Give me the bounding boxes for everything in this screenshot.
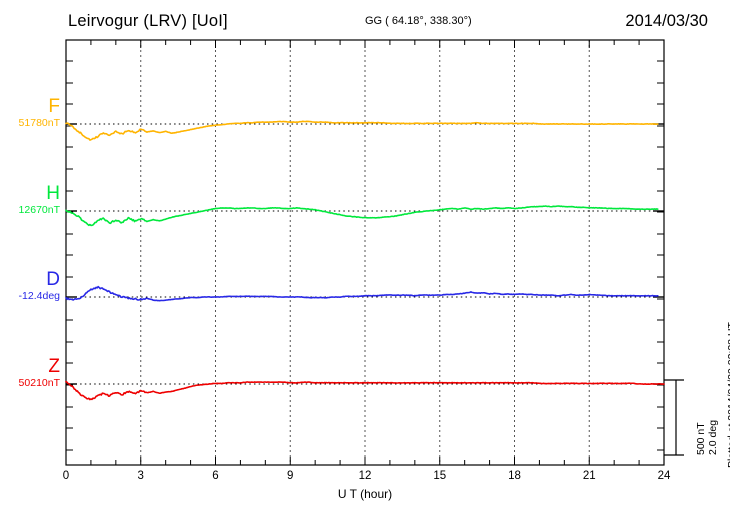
component-symbol: H — [46, 183, 60, 204]
component-symbol: D — [46, 269, 60, 290]
geographic-coordinates: GG ( 64.18°, 338.30°) — [365, 15, 472, 27]
observation-date: 2014/03/30 — [625, 12, 708, 30]
x-tick-0: 0 — [62, 470, 70, 482]
component-baseline-value: -12.4deg — [18, 290, 60, 302]
x-tick-24: 24 — [657, 470, 671, 482]
scale-bar-nt-label: 500 nT — [695, 422, 707, 455]
component-symbol: Z — [48, 356, 60, 377]
component-baseline-value: 50210nT — [18, 377, 60, 389]
trace-h — [65, 205, 659, 227]
scale-bar-deg-label: 2.0 deg — [707, 419, 719, 455]
x-tick-18: 18 — [508, 470, 521, 482]
component-baseline-value: 12670nT — [18, 204, 60, 216]
x-tick-21: 21 — [582, 470, 596, 482]
trace-f — [65, 120, 659, 141]
component-label-z: Z 50210nT — [19, 357, 60, 389]
x-tick-6: 6 — [212, 470, 219, 482]
component-symbol: F — [48, 96, 60, 117]
component-label-h: H 12670nT — [19, 184, 60, 216]
x-tick-12: 12 — [358, 470, 372, 482]
scale-bar — [664, 379, 684, 456]
component-label-d: D -12.4deg — [19, 270, 60, 302]
component-label-f: F 51780nT — [19, 97, 60, 129]
x-tick-15: 15 — [433, 470, 447, 482]
x-tick-3: 3 — [137, 470, 144, 482]
trace-layer — [65, 120, 665, 401]
grid-layer — [140, 40, 590, 465]
x-axis-title: U T (hour) — [337, 487, 393, 501]
component-baseline-value: 51780nT — [18, 117, 60, 129]
x-tick-9: 9 — [287, 470, 294, 482]
station-title: Leirvogur (LRV) [UoI] — [68, 12, 228, 30]
trace-d — [65, 285, 659, 302]
trace-z — [65, 380, 665, 401]
plotted-timestamp: Plotted at 2014/04/29 02:28 UT — [726, 322, 730, 468]
